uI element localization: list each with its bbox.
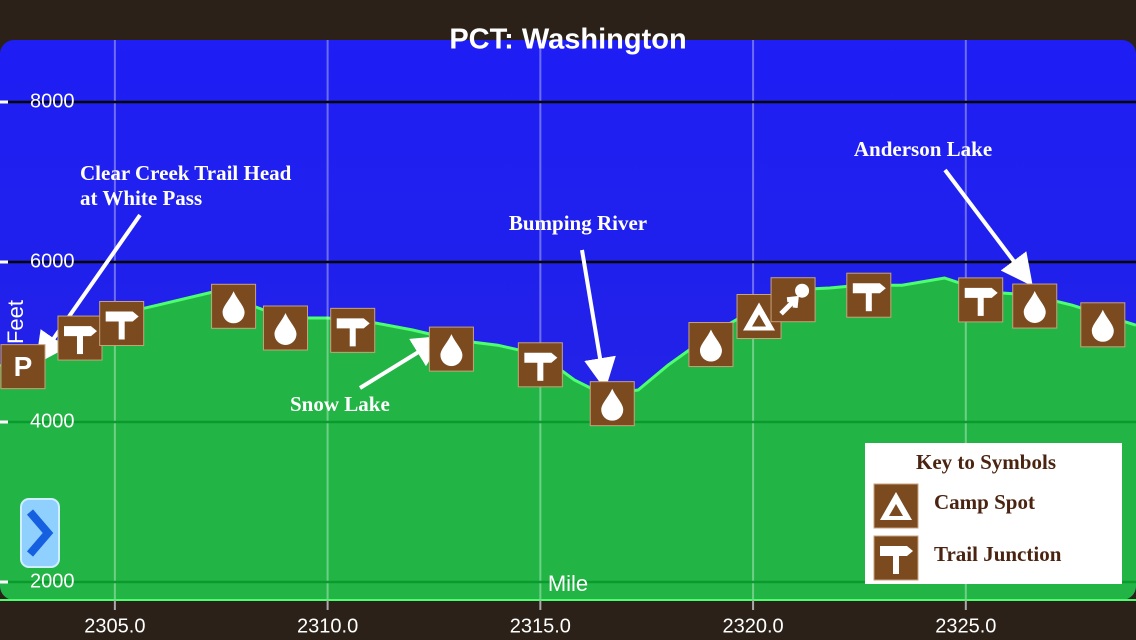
y-tick-label: 4000 [30, 410, 75, 432]
waypoint-icon [428, 326, 474, 372]
post [537, 354, 544, 381]
waypoint-icon [1080, 302, 1126, 348]
sign [524, 352, 558, 363]
waypoint-icon [873, 483, 919, 529]
waypoint-icon: P [0, 344, 46, 390]
post [977, 289, 984, 316]
arrow [580, 249, 616, 390]
legend: Key to Symbols Camp Spot Trail Junction [865, 443, 1122, 584]
post [349, 320, 356, 347]
x-tick-label: 2325.0 [935, 615, 996, 637]
post [893, 548, 899, 574]
arrow [358, 335, 445, 390]
y-tick-label: 8000 [30, 90, 75, 112]
sign [964, 287, 998, 298]
y-axis-label: Feet [3, 300, 28, 344]
elevation-area [0, 278, 1136, 600]
overlay: 2000 4000 6000 8000 2305.0 2310.0 2315.0 2320.0… [0, 90, 1136, 637]
icon-label: P [14, 351, 33, 382]
annotation: Bumping River [509, 211, 647, 235]
annotation: Clear Creek Trail Head [80, 161, 292, 185]
post [865, 285, 872, 312]
arrow [35, 213, 142, 365]
annotation: at White Pass [80, 186, 202, 210]
arrow [943, 168, 1033, 287]
y-tick-label: 2000 [30, 570, 75, 592]
water-drop [440, 334, 463, 367]
waypoint-icon [262, 305, 308, 351]
waypoint-icon [958, 277, 1004, 323]
post [118, 313, 125, 340]
chart-title: PCT: Washington [449, 24, 686, 56]
sign [336, 318, 370, 329]
water-drop [1023, 291, 1046, 324]
x-tick-label: 2320.0 [722, 615, 783, 637]
chevron[interactable] [26, 509, 54, 557]
sign [880, 546, 913, 556]
y-tick-label: 6000 [30, 250, 75, 272]
legend-label: Trail Junction [934, 542, 1062, 566]
waypoint-icon [99, 300, 145, 346]
waypoint-icon [330, 307, 376, 353]
annotation: Anderson Lake [854, 137, 992, 161]
water-drop [1091, 309, 1114, 342]
water-drop [274, 313, 297, 346]
tent [880, 492, 912, 520]
waypoint-icon [873, 535, 919, 581]
waypoint-icon [57, 315, 103, 361]
waypoint-icon [688, 322, 734, 368]
sign [105, 311, 139, 322]
waypoint-icon [589, 381, 635, 427]
x-axis-label: Mile [548, 571, 588, 596]
icon-bg [873, 483, 919, 529]
annotation: Snow Lake [290, 392, 390, 416]
water-drop [222, 291, 245, 324]
water-drop [699, 329, 722, 362]
waypoint-icon [846, 272, 892, 318]
water-drop [601, 388, 624, 421]
next-button[interactable] [20, 498, 60, 568]
button-body[interactable] [20, 498, 60, 568]
x-tick-label: 2310.0 [297, 615, 358, 637]
sign [852, 283, 886, 294]
tent [743, 302, 776, 331]
waypoint-icon [517, 342, 563, 388]
plot-area [0, 40, 1136, 600]
x-tick-label: 2315.0 [510, 615, 571, 637]
post [76, 328, 83, 355]
icon-bg [0, 344, 46, 390]
arrows [35, 168, 1033, 390]
x-tick-label: 2305.0 [84, 615, 145, 637]
view-dot [795, 283, 810, 298]
waypoint-icon [1012, 283, 1058, 329]
waypoint-icon [770, 277, 816, 323]
legend-label: Camp Spot [934, 490, 1035, 514]
view-arrow [779, 295, 799, 316]
sign [63, 326, 97, 337]
legend-title: Key to Symbols [916, 450, 1056, 474]
waypoint-icon [211, 283, 257, 329]
